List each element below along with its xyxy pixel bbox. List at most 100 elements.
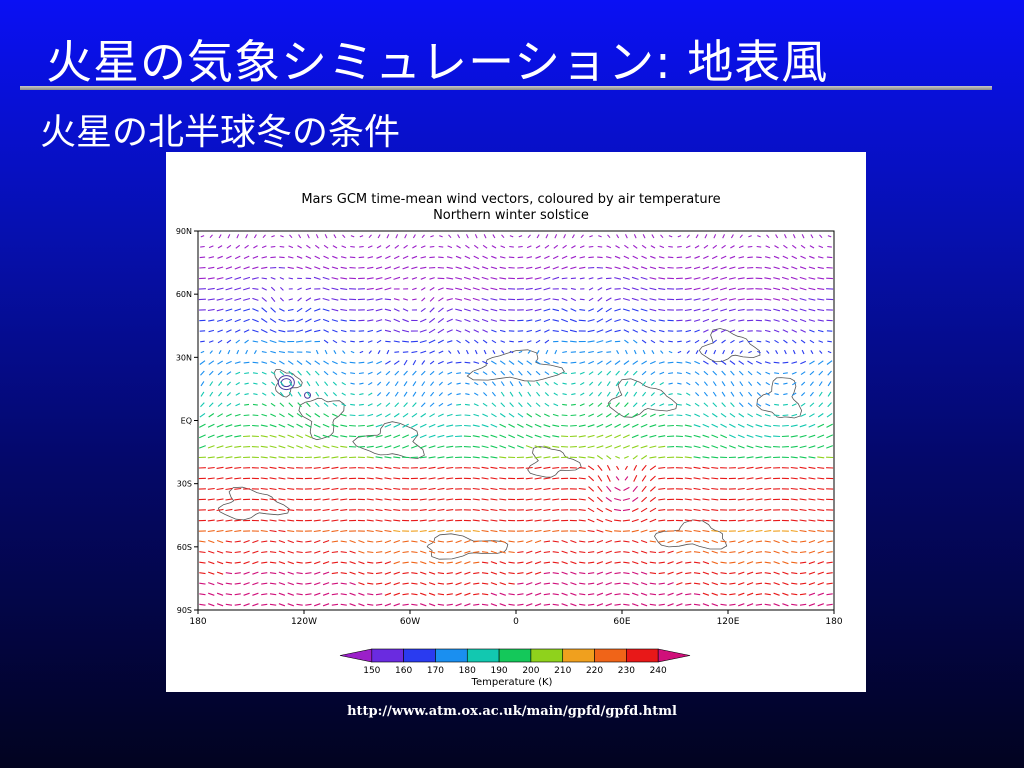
wind-vector [597, 485, 603, 493]
wind-vector [491, 413, 497, 418]
wind-vector [693, 456, 701, 459]
wind-vector [570, 351, 577, 353]
wind-vector [826, 540, 833, 543]
wind-vector [552, 319, 560, 322]
wind-vector [605, 508, 613, 512]
wind-vector [234, 593, 241, 596]
wind-vector [262, 234, 266, 239]
wind-vector [412, 287, 417, 291]
wind-vector [384, 508, 392, 512]
wind-vector [393, 571, 400, 575]
wind-vector [269, 498, 277, 501]
wind-vector [331, 308, 339, 312]
wind-vector [252, 424, 259, 427]
wind-vector [587, 456, 595, 459]
wind-vector [420, 582, 427, 586]
wind-vector [711, 445, 719, 449]
wind-vector [712, 370, 718, 376]
wind-vector [694, 245, 700, 249]
wind-vector [464, 255, 471, 259]
wind-vector [534, 319, 542, 322]
wind-vector [676, 403, 682, 406]
wind-vector [711, 456, 719, 459]
wind-vector [429, 307, 435, 313]
wind-vector [588, 486, 595, 492]
wind-vector [216, 519, 224, 522]
wind-vector [737, 423, 745, 428]
wind-vector [340, 582, 347, 585]
wind-vector [481, 508, 489, 512]
wind-vector [490, 539, 498, 544]
wind-vector [614, 423, 621, 428]
wind-vector [597, 413, 603, 418]
wind-vector [508, 256, 515, 259]
wind-vector [596, 340, 604, 344]
wind-vector [588, 350, 594, 354]
wind-vector [799, 456, 807, 459]
wind-vector [244, 372, 250, 375]
wind-vector [455, 287, 463, 291]
wind-vector [270, 245, 276, 248]
wind-vector [658, 561, 665, 564]
wind-vector [596, 434, 604, 438]
wind-vector [500, 381, 505, 387]
wind-vector [579, 403, 585, 407]
wind-vector [826, 603, 833, 606]
wind-vector [402, 266, 409, 270]
wind-vector [252, 255, 259, 259]
wind-vector [562, 403, 568, 406]
wind-vector [578, 530, 586, 533]
wind-vector [561, 561, 568, 565]
wind-vector [552, 603, 559, 606]
wind-vector [252, 582, 259, 586]
wind-vector [711, 498, 719, 501]
wind-vector [790, 308, 798, 312]
wind-vector [420, 592, 427, 596]
wind-vector [737, 498, 745, 501]
wind-vector [208, 340, 214, 343]
wind-vector [711, 561, 718, 565]
wind-vector [721, 391, 726, 397]
wind-vector [269, 487, 277, 491]
wind-vector [322, 445, 330, 449]
wind-vector [597, 381, 602, 386]
wind-vector [243, 266, 250, 270]
colorbar-segment [562, 648, 595, 663]
wind-vector [578, 487, 586, 490]
wind-vector [534, 582, 542, 586]
wind-vector [817, 582, 824, 586]
wind-vector [269, 424, 277, 428]
wind-vector [817, 561, 824, 565]
wind-vector [534, 277, 542, 280]
wind-vector [790, 276, 798, 280]
wind-vector [314, 402, 320, 408]
wind-vector [632, 539, 639, 544]
wind-vector [314, 255, 321, 260]
wind-vector [438, 402, 444, 407]
wind-vector [393, 308, 400, 312]
wind-vector [243, 318, 250, 323]
wind-vector [632, 402, 638, 408]
wind-vector [809, 413, 815, 418]
wind-vector [561, 288, 568, 290]
wind-vector [764, 456, 772, 459]
wind-vector [534, 571, 542, 575]
wind-vector [801, 234, 805, 239]
wind-vector [225, 297, 233, 301]
wind-vector [543, 561, 551, 564]
wind-vector [428, 519, 436, 522]
wind-vector [605, 603, 612, 607]
wind-vector [543, 540, 551, 543]
wind-vector [791, 551, 798, 554]
wind-vector [622, 308, 630, 312]
wind-vector [632, 455, 638, 460]
wind-vector [420, 561, 427, 565]
wind-vector [251, 277, 259, 280]
wind-vector [411, 593, 418, 596]
wind-vector [278, 423, 286, 428]
wind-vector [419, 456, 427, 459]
wind-vector [375, 540, 383, 543]
wind-vector [456, 393, 461, 396]
wind-vector [827, 391, 832, 397]
wind-vector [287, 445, 295, 449]
